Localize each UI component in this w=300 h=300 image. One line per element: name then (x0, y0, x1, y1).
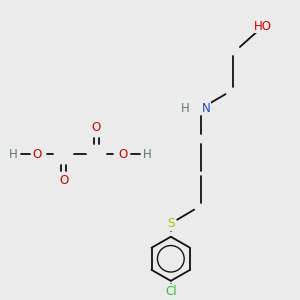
Text: HO: HO (254, 20, 272, 33)
Text: O: O (32, 148, 42, 161)
Text: O: O (59, 174, 68, 187)
Text: N: N (202, 102, 211, 115)
Text: H: H (9, 148, 18, 161)
Text: S: S (167, 217, 175, 230)
Text: H: H (181, 102, 190, 115)
Text: O: O (92, 122, 101, 134)
Text: Cl: Cl (165, 285, 177, 298)
Text: H: H (143, 148, 152, 161)
Text: O: O (118, 148, 128, 161)
